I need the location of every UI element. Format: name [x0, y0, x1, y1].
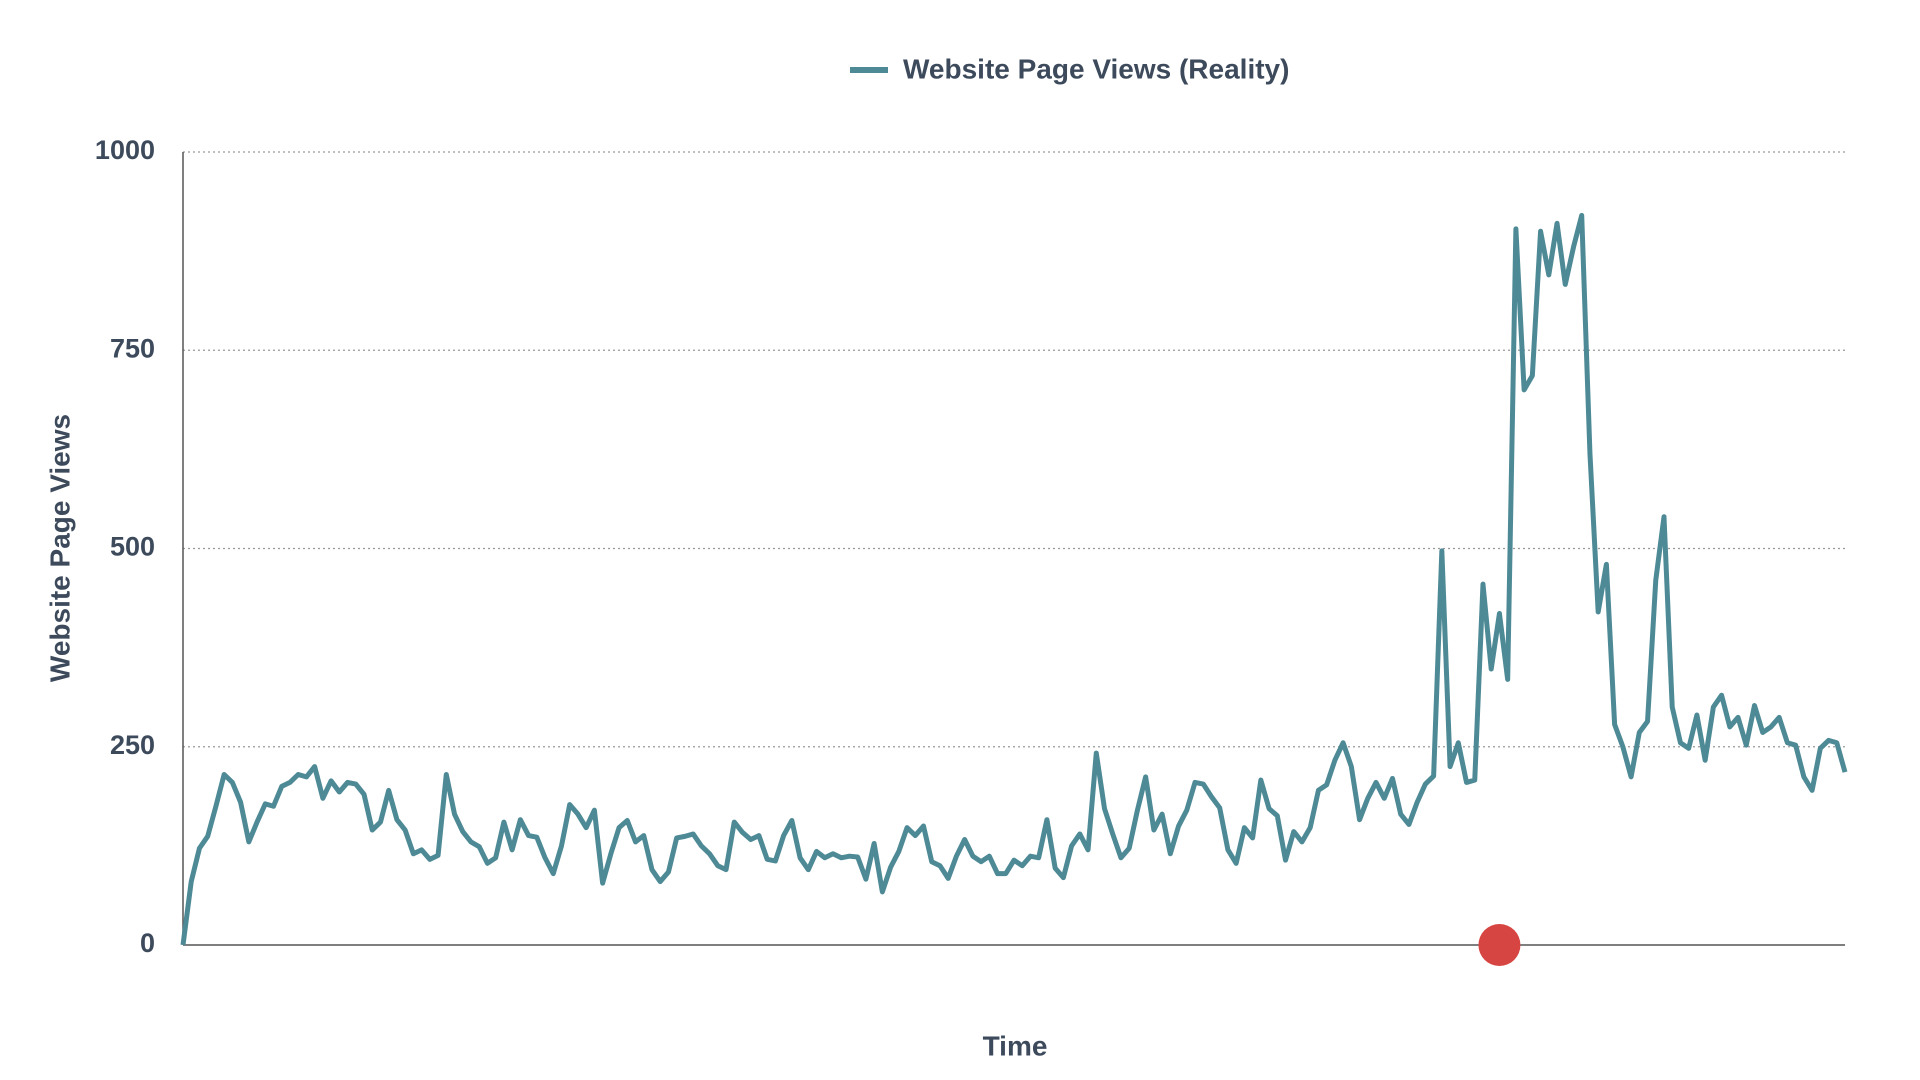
highlight-point: [1478, 924, 1521, 966]
y-tick-label: 0: [140, 928, 155, 958]
y-tick-label: 250: [110, 730, 155, 760]
x-axis-label: Time: [983, 1030, 1048, 1061]
data-line: [180, 212, 1848, 946]
y-tick-label: 750: [110, 333, 155, 363]
y-tick-label: 1000: [95, 135, 155, 165]
y-tick-label: 500: [110, 532, 155, 562]
legend-label: Website Page Views (Reality): [903, 53, 1289, 84]
y-axis-label: Website Page Views: [44, 414, 75, 682]
